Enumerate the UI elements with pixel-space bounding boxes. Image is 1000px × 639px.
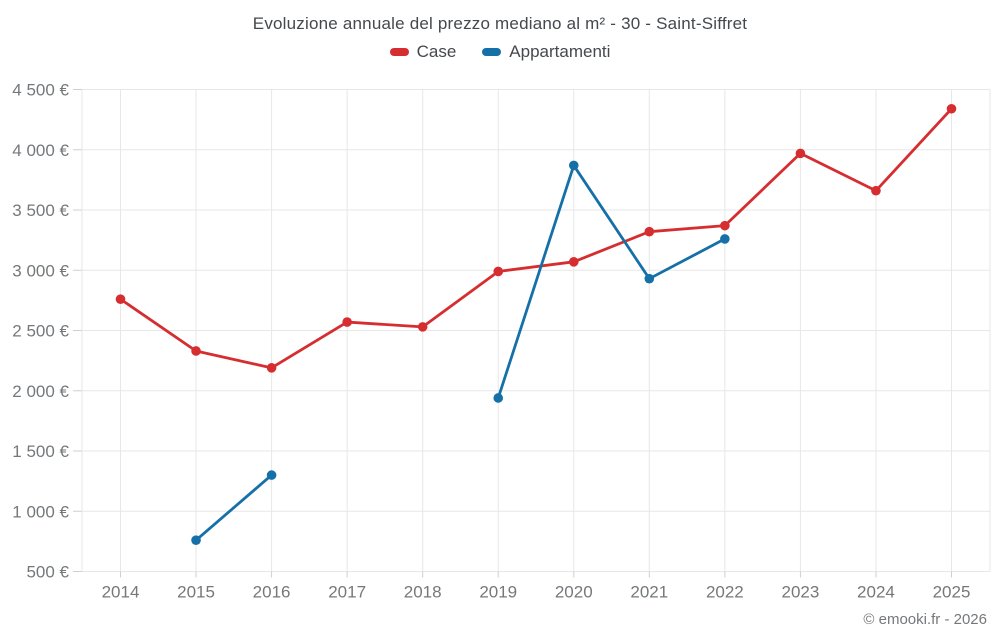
case-point-2015[interactable] xyxy=(191,346,201,356)
case-point-2014[interactable] xyxy=(115,294,126,304)
y-axis-tick-label: 1 000 € xyxy=(12,502,69,521)
case-point-2019[interactable] xyxy=(493,266,504,277)
case-point-2023[interactable] xyxy=(795,148,806,159)
y-axis-tick-label: 3 000 € xyxy=(12,261,69,280)
x-axis-tick-label: 2021 xyxy=(630,583,668,602)
case-series-line xyxy=(119,107,953,370)
y-axis-tick-label: 2 000 € xyxy=(12,382,69,401)
x-axis-tick-label: 2018 xyxy=(404,583,442,602)
chart-title: Evoluzione annuale del prezzo mediano al… xyxy=(252,14,748,33)
legend-label-appartamenti: Appartamenti xyxy=(509,42,611,61)
appartamenti-point-2016[interactable] xyxy=(266,470,277,480)
case-series-swatch-icon xyxy=(389,48,409,56)
chart-canvas: 500 € 1 000 € 1 500 € 2 000 € 2 500 € 3 000 €… xyxy=(12,81,991,602)
y-axis-tick-label: 1 500 € xyxy=(12,442,69,461)
y-axis-tick-label: 4 000 € xyxy=(12,141,69,160)
case-point-2025[interactable] xyxy=(946,103,957,114)
appartamenti-series-line xyxy=(496,164,727,400)
legend-item-appartamenti[interactable]: Appartamenti xyxy=(482,42,610,62)
appartamenti-point-2022[interactable] xyxy=(720,234,730,244)
case-point-2020[interactable] xyxy=(568,257,579,267)
chart-legend: Case Appartamenti xyxy=(0,42,1000,62)
copyright-watermark: © emooki.fr - 2026 xyxy=(863,611,987,628)
y-axis-tick-label: 3 500 € xyxy=(12,201,69,220)
case-point-2024[interactable] xyxy=(871,185,881,196)
x-axis-tick-label: 2024 xyxy=(857,583,895,602)
appartamenti-point-2015[interactable] xyxy=(191,535,201,545)
x-axis-tick-label: 2025 xyxy=(933,583,971,602)
case-point-2016[interactable] xyxy=(266,363,277,373)
appartamenti-series-line xyxy=(194,473,273,542)
x-axis-tick-label: 2014 xyxy=(102,583,140,602)
x-axis-tick-label: 2019 xyxy=(479,583,517,602)
case-point-2017[interactable] xyxy=(342,317,352,327)
legend-item-case[interactable]: Case xyxy=(389,42,457,62)
x-axis-tick-label: 2017 xyxy=(328,583,366,602)
y-axis-tick-label: 500 € xyxy=(26,563,69,582)
appartamenti-series-swatch-icon xyxy=(482,48,502,56)
appartamenti-point-2020[interactable] xyxy=(568,160,579,171)
x-axis-tick-label: 2016 xyxy=(253,583,291,602)
case-point-2021[interactable] xyxy=(644,226,655,237)
x-axis-tick-label: 2023 xyxy=(781,583,819,602)
x-axis-tick-label: 2015 xyxy=(177,583,215,602)
y-axis-tick-label: 2 500 € xyxy=(12,322,69,341)
x-axis-tick-label: 2020 xyxy=(555,583,593,602)
x-axis-tick-label: 2022 xyxy=(706,583,744,602)
y-axis-tick-label: 4 500 € xyxy=(12,81,69,100)
case-point-2022[interactable] xyxy=(720,220,730,231)
appartamenti-point-2019[interactable] xyxy=(493,393,504,403)
case-point-2018[interactable] xyxy=(417,322,428,332)
appartamenti-point-2021[interactable] xyxy=(644,273,655,284)
legend-label-case: Case xyxy=(416,42,457,61)
